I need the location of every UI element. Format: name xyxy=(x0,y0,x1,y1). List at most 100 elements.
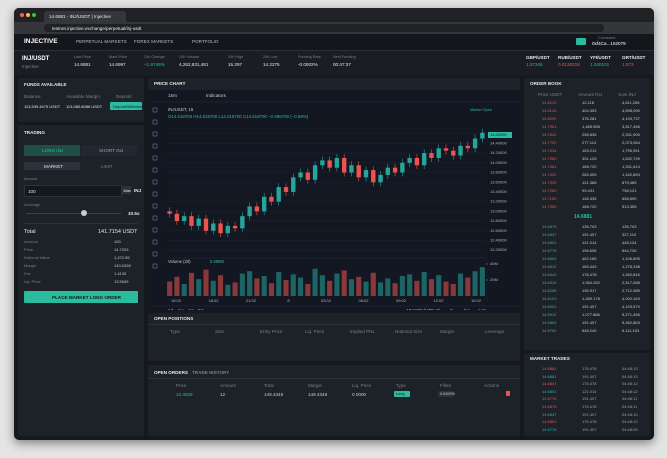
tab-label: LONG INJ xyxy=(42,148,64,153)
market-subtitle: Injective xyxy=(22,64,39,69)
column-header: Sum INJ xyxy=(618,92,636,97)
nav-link[interactable]: PERPETUAL MARKETS xyxy=(76,39,127,44)
range-button: 1w xyxy=(178,308,184,310)
book-cell: 14.7700 xyxy=(542,140,557,145)
max-button[interactable]: Max xyxy=(122,186,131,194)
candle-body xyxy=(167,211,172,214)
stat-label: Next Funding xyxy=(333,55,356,59)
book-cell: 1,276,338 xyxy=(622,264,640,269)
book-cell: 14.6847 xyxy=(542,232,557,237)
candle-body xyxy=(269,196,274,202)
book-cell: 4,598,090 xyxy=(622,108,640,113)
leverage-slider-thumb[interactable] xyxy=(81,210,87,216)
candle-body xyxy=(254,206,260,212)
funds-panel: FUNDS AVAILABLE Balance Available Margin De… xyxy=(18,78,144,122)
y-tick-label: 13.20000 xyxy=(490,199,507,204)
tool-icon xyxy=(152,191,158,197)
volume-bar xyxy=(276,272,282,296)
tab[interactable]: OPEN ORDERS xyxy=(154,370,188,375)
book-cell: 2,331,900 xyxy=(622,132,640,137)
mid-price: 14.6881 xyxy=(574,214,593,220)
book-cell: 1,632,739 xyxy=(622,156,640,161)
app-header: INJECTIVE PERPETUAL MARKETS FOREX MARKETS P… xyxy=(14,34,654,51)
column-header: Total xyxy=(264,383,274,388)
column-header: Liq. Price xyxy=(305,329,325,334)
tab[interactable]: TRADE HISTORY xyxy=(192,370,230,375)
deposit-button[interactable]: Deposit/Withdraw xyxy=(110,102,145,110)
leverage-slider-track xyxy=(26,213,121,214)
book-cell: 462.165 xyxy=(582,256,597,261)
nav-link[interactable]: FOREX MARKETS xyxy=(134,39,174,44)
amount-input[interactable]: 100 xyxy=(24,185,122,197)
x-tick-label: 8 xyxy=(287,298,290,303)
candle-body xyxy=(320,160,325,166)
candle-body xyxy=(349,165,354,173)
book-cell: 14.7961 xyxy=(542,124,557,129)
last-price-label: 14.62990 xyxy=(490,132,507,137)
book-cell: 135.703 xyxy=(582,224,597,229)
detail-label: Margin xyxy=(24,263,37,268)
market-name: INJ/USDT xyxy=(22,56,50,62)
book-cell: 283.405 xyxy=(582,172,597,177)
book-cell: 448,124 xyxy=(622,240,637,245)
range-button: 3m xyxy=(198,308,204,310)
wallet-address[interactable]: 0xf4Ca...162079 xyxy=(592,41,626,46)
stat-value: +1.9746% xyxy=(144,62,165,67)
filled-badge: 0.0000% xyxy=(438,391,455,397)
candle-body xyxy=(298,172,303,178)
other-market[interactable]: GRT/USDT xyxy=(622,55,646,60)
book-cell: 121.014 xyxy=(582,240,597,245)
other-market[interactable]: GBP/USDT xyxy=(526,55,550,60)
chart-panel: PRICE CHART 15m Indicators INJUSDT, 15 O14.6… xyxy=(148,78,520,310)
column-header: Margin xyxy=(308,383,323,388)
side-tab[interactable]: LONG INJ xyxy=(24,145,80,156)
y-tick-label: 12.60000 xyxy=(490,228,507,233)
submit-button[interactable]: PLACE MARKET LONG ORDER xyxy=(24,291,138,303)
order-type-tab[interactable]: LIMIT xyxy=(81,162,137,170)
price-chart[interactable]: 15m Indicators INJUSDT, 15 O14.618700 H14.6… xyxy=(148,90,520,310)
symbol: INJUSDT, 15 xyxy=(168,107,194,112)
column-header: Actions xyxy=(484,383,500,388)
trade-cell: 04:48:11 xyxy=(622,404,638,409)
browser-tab: 14.6881 - INJ/USDT | Injective xyxy=(44,11,126,22)
volume-bar xyxy=(428,279,434,296)
candle-body xyxy=(465,145,470,149)
trade-cell: 176.478 xyxy=(582,404,597,409)
book-cell: 14.8143 xyxy=(542,108,557,113)
unit: INJ xyxy=(134,188,142,193)
book-cell: 14.7634 xyxy=(542,148,557,153)
other-market[interactable]: RUB/USDT xyxy=(558,55,582,60)
book-cell: 277.113 xyxy=(582,140,597,145)
order-type-tab[interactable]: MARKET xyxy=(24,162,80,170)
volume-tick-label: 40M xyxy=(490,261,498,266)
book-cell: 14.5702 xyxy=(542,328,557,333)
cell: 0.0000% xyxy=(440,392,455,396)
volume-bar xyxy=(436,275,442,296)
side-tab[interactable]: SHORT INJ xyxy=(81,145,137,156)
trade-cell: 191.407 xyxy=(582,373,597,379)
cancel-icon[interactable] xyxy=(506,391,510,396)
volume-bar xyxy=(348,279,354,296)
button-label: Deposit/Withdraw xyxy=(113,104,145,109)
trade-cell: 14.6847 xyxy=(542,381,557,387)
other-market[interactable]: YFI/USDT xyxy=(590,55,611,60)
url[interactable]: testnet.injective.exchange/perpetual/inj… xyxy=(52,25,142,31)
book-cell: 14.5912 xyxy=(542,312,557,317)
trades-panel: MARKET TRADES 14.6881 176.478 04:48:13 14.68… xyxy=(524,353,650,436)
tab-label: SHORT INJ xyxy=(99,148,124,153)
column-header: Amount xyxy=(220,383,236,388)
trade-cell: 121.014 xyxy=(582,388,597,394)
trade-cell: 14.6881 xyxy=(542,366,557,371)
volume-bar xyxy=(174,276,180,296)
x-tick-label: 15:02 xyxy=(171,298,182,303)
candle-body xyxy=(472,138,478,149)
book-cell: 14.6001 xyxy=(542,304,557,309)
book-cell: 191.407 xyxy=(582,320,597,325)
ticker-bar: INJ/USDT Injective Last Price 14.6881 Mark P… xyxy=(14,51,654,75)
stat-value: 00:47:37 xyxy=(333,62,351,67)
nav-link[interactable]: PORTFOLIO xyxy=(192,39,219,44)
tab-label: LIMIT xyxy=(101,163,113,169)
wallet-icon xyxy=(576,38,586,45)
volume-tick-label: 20M xyxy=(490,277,498,282)
trade-cell: 176.478 xyxy=(582,381,597,387)
